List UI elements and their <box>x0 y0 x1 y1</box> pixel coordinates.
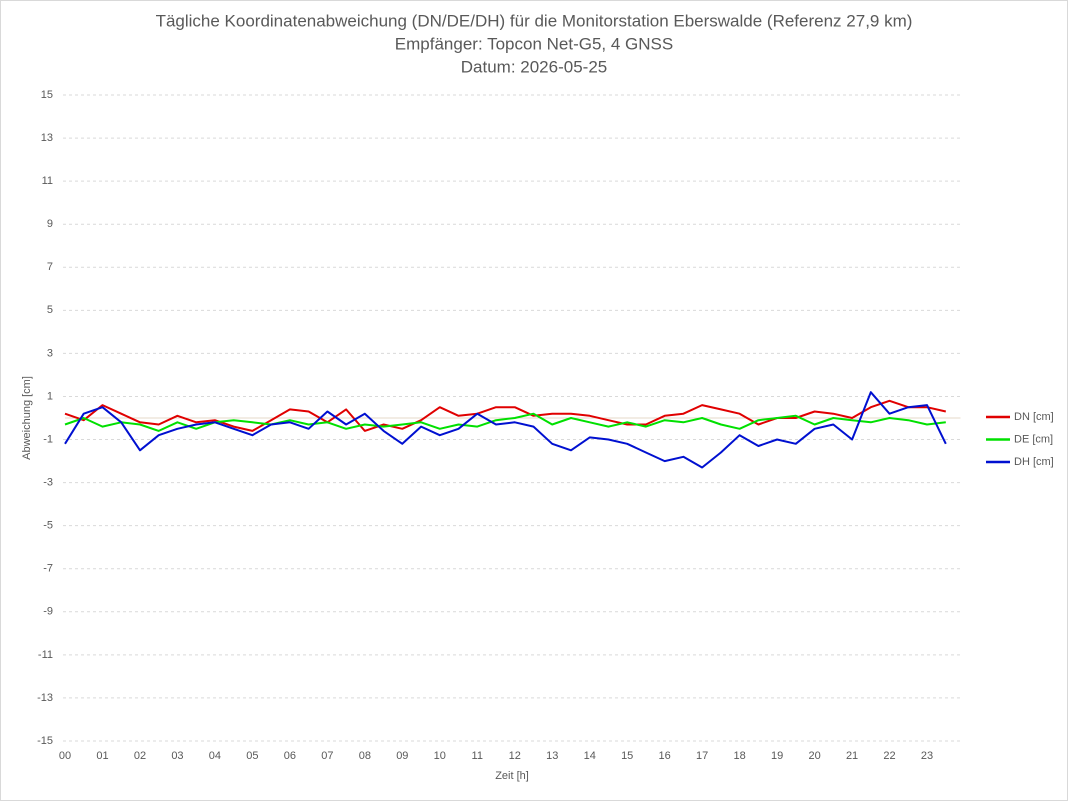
x-tick-label: 01 <box>96 750 108 762</box>
y-tick-label: -5 <box>43 520 53 532</box>
y-tick-label: 1 <box>47 390 53 402</box>
y-tick-label: 7 <box>47 261 53 273</box>
x-tick-label: 00 <box>59 750 71 762</box>
data-line <box>64 391 947 469</box>
x-tick-label: 05 <box>246 750 258 762</box>
x-tick-label: 17 <box>696 750 708 762</box>
x-tick-label: 06 <box>284 750 296 762</box>
y-tick-label: 11 <box>42 175 53 187</box>
x-tick-label: 21 <box>846 750 858 762</box>
y-tick-label: -13 <box>37 692 53 704</box>
x-tick-label: 13 <box>546 750 558 762</box>
y-tick-label: 5 <box>47 304 53 316</box>
x-tick-label: 18 <box>734 750 746 762</box>
x-tick-label: 03 <box>171 750 183 762</box>
y-tick-label: -3 <box>43 477 53 489</box>
x-tick-label: 07 <box>321 750 333 762</box>
x-tick-label: 14 <box>584 750 596 762</box>
x-tick-label: 02 <box>134 750 146 762</box>
x-axis-title: Zeit [h] <box>495 770 529 782</box>
x-tick-label: 16 <box>659 750 671 762</box>
y-tick-label: 9 <box>47 218 53 230</box>
chart-date: Datum: 2026-05-25 <box>461 57 607 76</box>
x-tick-label: 15 <box>621 750 633 762</box>
x-tick-label: 23 <box>921 750 933 762</box>
y-axis-title: Abweichung [cm] <box>21 376 33 460</box>
x-tick-label: 09 <box>396 750 408 762</box>
x-tick-label: 12 <box>509 750 521 762</box>
y-tick-label: 3 <box>47 347 53 359</box>
y-tick-label: -11 <box>38 649 53 661</box>
chart-title: Tägliche Koordinatenabweichung (DN/DE/DH… <box>156 11 913 30</box>
legend-label: DN [cm] <box>1014 411 1054 423</box>
x-tick-label: 04 <box>209 750 221 762</box>
y-tick-label: -15 <box>37 735 53 747</box>
legend-label: DE [cm] <box>1014 433 1053 445</box>
legend-label: DH [cm] <box>1014 456 1054 468</box>
x-tick-label: 10 <box>434 750 446 762</box>
y-tick-label: 15 <box>41 89 53 101</box>
y-tick-label: -1 <box>43 433 53 445</box>
x-tick-label: 20 <box>808 750 820 762</box>
y-tick-label: -7 <box>43 563 53 575</box>
chart-subtitle: Empfänger: Topcon Net-G5, 4 GNSS <box>395 34 673 53</box>
x-tick-label: 22 <box>883 750 895 762</box>
y-tick-label: -9 <box>43 606 53 618</box>
x-tick-label: 08 <box>359 750 371 762</box>
x-tick-label: 19 <box>771 750 783 762</box>
y-tick-label: 13 <box>41 132 53 144</box>
x-tick-label: 11 <box>472 750 483 762</box>
